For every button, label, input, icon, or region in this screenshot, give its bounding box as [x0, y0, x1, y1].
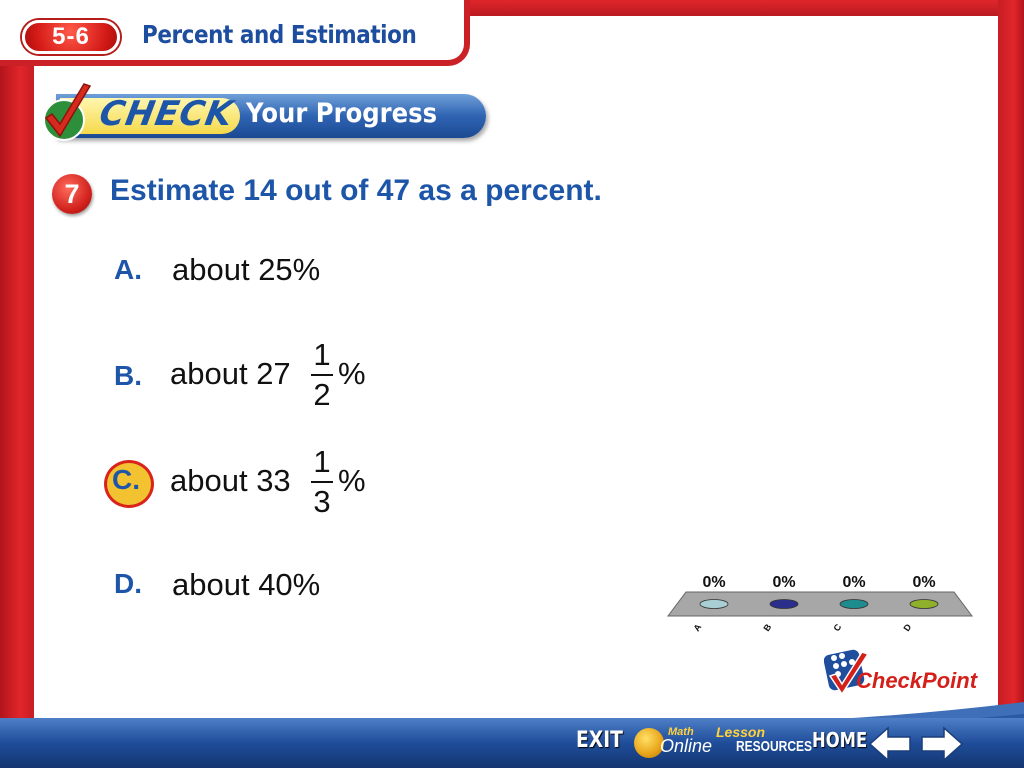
- home-button[interactable]: HOME: [812, 728, 868, 752]
- chart-bar-b: [769, 599, 799, 609]
- checkmark-icon: [43, 83, 92, 141]
- option-d-text[interactable]: about 40%: [172, 567, 321, 602]
- option-c-whole[interactable]: about 33: [170, 463, 291, 498]
- forward-arrow-icon[interactable]: [920, 726, 964, 762]
- chart-bar-c: [839, 599, 869, 609]
- math-online-label-online: Online: [660, 736, 713, 756]
- back-arrow-icon[interactable]: [868, 726, 912, 762]
- chart-value-label-c: 0%: [842, 574, 865, 591]
- checkpoint-label-point: Point: [922, 668, 978, 693]
- chart-bar-d: [909, 599, 939, 609]
- chart-value-label-a: 0%: [702, 574, 725, 591]
- chart-category-label-c: C: [831, 622, 843, 633]
- answer-highlight-ring: [104, 460, 154, 508]
- option-a-text[interactable]: about 25%: [172, 252, 321, 287]
- option-c-fraction: 1 3: [310, 445, 334, 519]
- option-b-denominator: 2: [313, 377, 331, 412]
- chart-value-label-d: 0%: [912, 574, 935, 591]
- response-chart: 0% A 0% B 0% C 0% D: [667, 574, 973, 633]
- fraction-bar: [311, 374, 333, 376]
- frame-right: [998, 0, 1024, 768]
- checkpoint-logo-icon: [824, 649, 870, 696]
- option-c-numerator: 1: [313, 444, 331, 479]
- option-b-fraction: 1 2: [310, 338, 334, 412]
- chart-floor: [667, 591, 973, 617]
- lesson-number-badge: 5-6: [22, 20, 120, 54]
- option-c-denominator: 3: [313, 484, 331, 519]
- chart-bar-a: [699, 599, 729, 609]
- globe-icon: [634, 728, 664, 758]
- option-c-letter[interactable]: C.: [112, 464, 140, 495]
- option-b-percent: %: [338, 356, 366, 391]
- exit-button[interactable]: EXIT: [576, 728, 623, 753]
- math-online-label-math: Math: [668, 726, 694, 738]
- chart-category-label-d: D: [901, 622, 913, 633]
- your-progress-label: Your Progress: [246, 98, 438, 129]
- lesson-resources-button[interactable]: Lesson RESOURCES: [716, 724, 831, 755]
- checkpoint-label-check: Check: [856, 668, 923, 693]
- chart-value-label-b: 0%: [772, 574, 795, 591]
- fraction-bar: [311, 481, 333, 483]
- lesson-resources-label-resources: RESOURCES: [736, 738, 813, 755]
- lesson-title: Percent and Estimation: [142, 20, 417, 49]
- question-number-badge: 7: [52, 174, 92, 214]
- option-d-letter[interactable]: D.: [114, 568, 142, 599]
- option-b-numerator: 1: [313, 337, 331, 372]
- chart-category-label-b: B: [761, 622, 773, 633]
- option-b-whole[interactable]: about 27: [170, 356, 291, 391]
- question-text: Estimate 14 out of 47 as a percent.: [110, 174, 602, 207]
- check-label: CHECK: [96, 94, 237, 134]
- option-a-letter[interactable]: A.: [114, 254, 142, 285]
- bottom-nav-bar: [0, 718, 1024, 768]
- math-online-button[interactable]: Math Online: [634, 726, 712, 762]
- option-c-percent: %: [338, 463, 366, 498]
- chart-category-label-a: A: [691, 622, 703, 633]
- checkpoint-logo-text: CheckPoint: [856, 668, 977, 694]
- lesson-resources-label-lesson: Lesson: [716, 724, 766, 740]
- check-banner-highlight: [60, 98, 240, 134]
- frame-left: [0, 0, 34, 768]
- option-b-letter[interactable]: B.: [114, 360, 142, 391]
